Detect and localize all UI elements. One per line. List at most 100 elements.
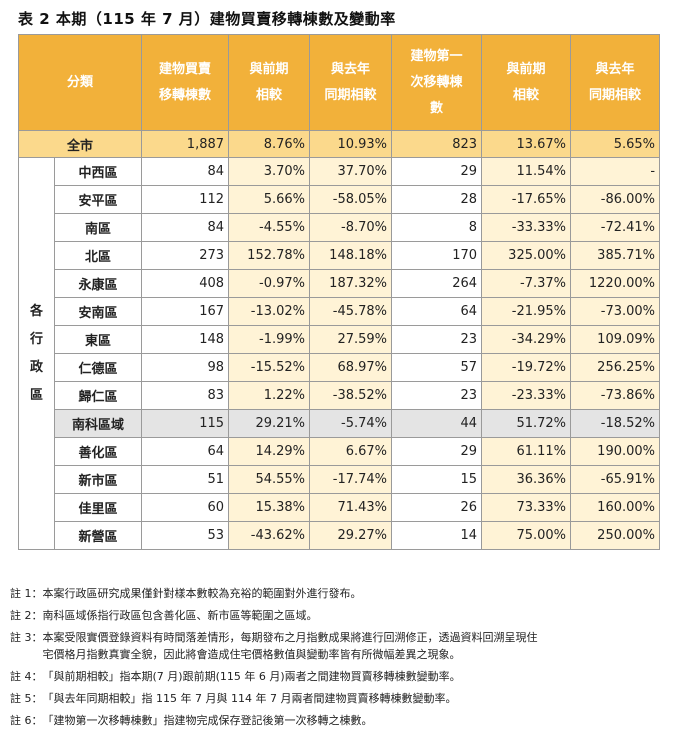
cell-first-yoy: -65.91% (570, 465, 661, 494)
footnote-label: 註 2： (10, 609, 43, 622)
cell-first: 14 (391, 521, 483, 550)
footnote-text: 「與去年同期相較」指 115 年 7 月與 114 年 7 月兩者間建物買賣移轉… (43, 690, 457, 707)
cell-first-yoy: -18.52% (570, 409, 661, 438)
cell-mom: 15.38% (228, 493, 311, 522)
footnote: 註 3： 本案受限實價登錄資料有時間落差情形，每期發布之月指數成果將進行回溯修正，… (10, 629, 686, 663)
cell-transfers: 53 (141, 521, 230, 550)
cell-first: 57 (391, 353, 483, 382)
cell-first-mom: -17.65% (481, 185, 572, 214)
cell-yoy: -45.78% (309, 297, 393, 326)
cell-first-mom: 36.36% (481, 465, 572, 494)
cell-first-mom: 61.11% (481, 437, 572, 466)
cell-first-yoy: -73.86% (570, 381, 661, 410)
district-row: 佳里區 60 15.38% 71.43% 26 73.33% 160.00% (19, 493, 661, 522)
district-row: 善化區 64 14.29% 6.67% 29 61.11% 190.00% (19, 437, 661, 466)
footnote: 註 6： 「建物第一次移轉棟數」指建物完成保存登記後第一次移轉之棟數。 (10, 712, 686, 729)
cell-mom: -43.62% (228, 521, 311, 550)
header-yoy: 與去年 同期相較 (309, 34, 393, 131)
cell-mom: 14.29% (228, 437, 311, 466)
cell-transfers: 64 (141, 437, 230, 466)
header-mom: 與前期 相較 (228, 34, 311, 131)
district-name: 安南區 (53, 297, 143, 326)
header-first-yoy: 與去年 同期相較 (570, 34, 661, 131)
cell-first: 26 (391, 493, 483, 522)
cell-transfers: 273 (141, 241, 230, 270)
cell-first-yoy: 250.00% (570, 521, 661, 550)
cell-mom: -1.99% (228, 325, 311, 354)
district-name: 歸仁區 (53, 381, 143, 410)
cell-yoy: -38.52% (309, 381, 393, 410)
cell-transfers: 112 (141, 185, 230, 214)
cell-transfers: 51 (141, 465, 230, 494)
total-row: 全市 1,887 8.76% 10.93% 823 13.67% 5.65% (17, 130, 661, 158)
total-first-yoy: 5.65% (570, 130, 661, 158)
header-transfers: 建物買賣 移轉棟數 (141, 34, 230, 131)
cell-first-yoy: -73.00% (570, 297, 661, 326)
district-name: 善化區 (53, 437, 143, 466)
cell-yoy: -58.05% (309, 185, 393, 214)
district-name: 仁德區 (53, 353, 143, 382)
cell-first-mom: -34.29% (481, 325, 572, 354)
cell-first-yoy: 109.09% (570, 325, 661, 354)
footnote: 註 1： 本案行政區研究成果僅針對樣本數較為充裕的範圍對外進行發布。 (10, 585, 686, 602)
cell-transfers: 167 (141, 297, 230, 326)
cell-first: 170 (391, 241, 483, 270)
district-row: 歸仁區 83 1.22% -38.52% 23 -23.33% -73.86% (19, 381, 661, 410)
group-label-char: 政 (29, 359, 43, 375)
footnote-label: 註 1： (10, 587, 43, 600)
cell-mom: 3.70% (228, 157, 311, 186)
district-name: 東區 (53, 325, 143, 354)
district-row: 各行政區中西區 84 3.70% 37.70% 29 11.54% - (18, 157, 661, 550)
footnote-label: 註 5： (10, 692, 43, 705)
district-name: 安平區 (53, 185, 143, 214)
group-label-char: 區 (29, 387, 43, 403)
cell-first-mom: -33.33% (481, 213, 572, 242)
cell-first-mom: -21.95% (481, 297, 572, 326)
cell-first: 15 (391, 465, 483, 494)
cell-mom: 54.55% (228, 465, 311, 494)
district-row: 新營區 53 -43.62% 29.27% 14 75.00% 250.00% (19, 521, 661, 550)
subregion-row: 南科區域 115 29.21% -5.74% 44 51.72% -18.52% (19, 409, 661, 438)
footnote-text: 南科區域係指行政區包含善化區、新市區等範圍之區域。 (43, 607, 318, 624)
cell-first-yoy: -72.41% (570, 213, 661, 242)
cell-first-mom: 11.54% (481, 157, 572, 186)
district-row: 南區 84 -4.55% -8.70% 8 -33.33% -72.41% (19, 213, 661, 242)
cell-yoy: 68.97% (309, 353, 393, 382)
group-label-char: 各 (29, 303, 43, 319)
cell-yoy: -17.74% (309, 465, 393, 494)
district-row: 仁德區 98 -15.52% 68.97% 57 -19.72% 256.25% (19, 353, 661, 382)
district-row: 東區 148 -1.99% 27.59% 23 -34.29% 109.09% (19, 325, 661, 354)
footnote-line: 本案行政區研究成果僅針對樣本數較為充裕的範圍對外進行發布。 (42, 587, 362, 600)
cell-yoy: 29.27% (309, 521, 393, 550)
total-mom: 8.76% (228, 130, 311, 158)
cell-transfers: 84 (141, 157, 230, 186)
cell-yoy: 148.18% (309, 241, 393, 270)
footnote-label: 註 4： (10, 670, 43, 683)
cell-first: 23 (391, 381, 483, 410)
cell-first: 23 (391, 325, 483, 354)
cell-first: 44 (391, 409, 483, 438)
cell-first-mom: 325.00% (481, 241, 572, 270)
footnote: 註 5： 「與去年同期相較」指 115 年 7 月與 114 年 7 月兩者間建物… (10, 690, 686, 707)
footnote-text: 本案受限實價登錄資料有時間落差情形，每期發布之月指數成果將進行回溯修正，透過資料… (43, 629, 538, 663)
cell-first-yoy: 190.00% (570, 437, 661, 466)
cell-transfers: 408 (141, 269, 230, 298)
district-name: 南科區域 (53, 409, 143, 438)
cell-mom: 29.21% (228, 409, 311, 438)
header-first-mom: 與前期 相較 (481, 34, 572, 131)
district-name: 永康區 (53, 269, 143, 298)
total-name: 全市 (17, 130, 143, 158)
district-row: 永康區 408 -0.97% 187.32% 264 -7.37% 1220.00% (19, 269, 661, 298)
header-row: 分類 建物買賣 移轉棟數 與前期 相較 與去年 同期相較 建物第一 次移轉棟數 與前期相… (17, 34, 661, 131)
district-row: 北區 273 152.78% 148.18% 170 325.00% 385.71% (19, 241, 661, 270)
cell-first: 8 (391, 213, 483, 242)
total-first: 823 (391, 130, 483, 158)
footnote-line: 宅價格月指數真實全貌，因此將會造成住宅價格數值與變動率皆有所微幅差異之現象。 (42, 648, 461, 661)
footnote-line: 「與去年同期相較」指 115 年 7 月與 114 年 7 月兩者間建物買賣移轉… (42, 692, 457, 705)
total-transfers: 1,887 (141, 130, 230, 158)
total-first-mom: 13.67% (481, 130, 572, 158)
cell-yoy: 187.32% (309, 269, 393, 298)
cell-first-yoy: 160.00% (570, 493, 661, 522)
cell-transfers: 148 (141, 325, 230, 354)
district-row: 新市區 51 54.55% -17.74% 15 36.36% -65.91% (19, 465, 661, 494)
